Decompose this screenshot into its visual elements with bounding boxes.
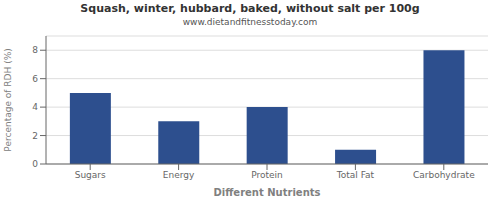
svg-text:Percentage of RDH (%): Percentage of RDH (%): [8, 48, 13, 151]
svg-text:Energy: Energy: [163, 170, 195, 180]
html-text:www.dietandfitnesstoday.com: www.dietandfitnesstoday.com: [182, 17, 318, 27]
svg-text:Different Nutrients: Different Nutrients: [214, 187, 321, 198]
svg-text:2: 2: [32, 131, 38, 141]
svg-text:4: 4: [32, 102, 38, 112]
svg-text:Total Fat: Total Fat: [336, 170, 375, 180]
svg-text:Sugars: Sugars: [75, 170, 106, 180]
svg-text:Protein: Protein: [251, 170, 283, 180]
svg-text:8: 8: [32, 45, 38, 55]
svg-text:6: 6: [32, 74, 38, 84]
html-text:Squash, winter, hubbard, baked: Squash, winter, hubbard, baked, without …: [80, 2, 420, 15]
svg-text:0: 0: [32, 159, 38, 169]
svg-text:Carbohydrate: Carbohydrate: [413, 170, 475, 180]
